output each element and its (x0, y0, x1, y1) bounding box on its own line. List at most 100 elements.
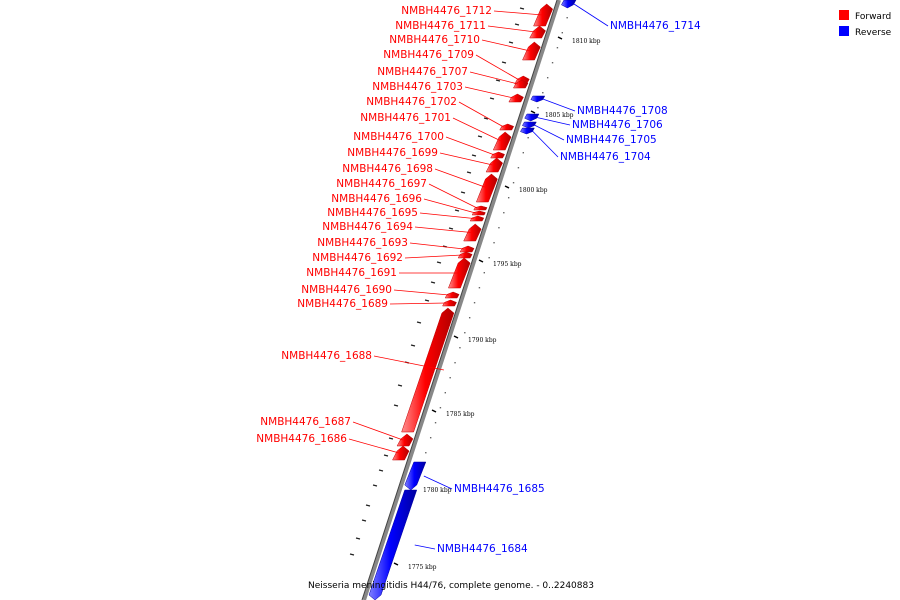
gene-label-NMBH4476_1697[interactable]: NMBH4476_1697 (336, 178, 427, 190)
gene-label-NMBH4476_1692[interactable]: NMBH4476_1692 (312, 252, 403, 264)
gene-arrow-NMBH4476_1705[interactable] (522, 121, 537, 129)
gene-label-NMBH4476_1701[interactable]: NMBH4476_1701 (360, 112, 451, 124)
minor-tick-dot (546, 77, 549, 79)
gene-label-NMBH4476_1710[interactable]: NMBH4476_1710 (389, 34, 480, 46)
gene-arrow-NMBH4476_1697[interactable] (473, 205, 488, 211)
gene-arrow-NMBH4476_1706[interactable] (524, 113, 540, 122)
gene-label-NMBH4476_1714[interactable]: NMBH4476_1714 (610, 20, 701, 32)
gene-arrow-NMBH4476_1688[interactable] (401, 307, 455, 433)
gene-arrow-NMBH4476_1685[interactable] (404, 461, 427, 491)
minor-tick-dash (436, 261, 442, 264)
gene-label-NMBH4476_1711[interactable]: NMBH4476_1711 (395, 20, 486, 32)
tick-label: 1775 kbp (408, 564, 437, 571)
gene-label-NMBH4476_1684[interactable]: NMBH4476_1684 (437, 543, 528, 555)
gene-label-NMBH4476_1700[interactable]: NMBH4476_1700 (353, 131, 444, 143)
minor-tick-dash (514, 23, 520, 26)
gene-arrow-NMBH4476_1704[interactable] (520, 127, 535, 135)
label-leader-line (573, 3, 609, 27)
gene-arrow-NMBH4476_1711[interactable] (529, 25, 546, 39)
gene-arrow-NMBH4476_1700[interactable] (490, 151, 505, 159)
minor-tick-dash (397, 384, 403, 387)
minor-tick-dash (448, 227, 454, 230)
minor-tick-dash (477, 135, 483, 138)
gene-arrow-NMBH4476_1694[interactable] (463, 223, 482, 242)
gene-label-NMBH4476_1705[interactable]: NMBH4476_1705 (566, 134, 657, 146)
minor-tick-dot (512, 182, 515, 184)
major-tick (530, 110, 536, 114)
minor-tick-dash (378, 469, 384, 472)
genome-caption: Neisseria meningitidis H44/76, complete … (308, 581, 594, 591)
minor-tick-dot (556, 47, 559, 49)
minor-tick-dot (566, 17, 568, 19)
label-leader-line (532, 130, 559, 158)
gene-label-NMBH4476_1706[interactable]: NMBH4476_1706 (572, 119, 663, 131)
gene-label-NMBH4476_1698[interactable]: NMBH4476_1698 (342, 163, 433, 175)
gene-arrow-NMBH4476_1687[interactable] (396, 433, 414, 447)
label-leader-line (534, 124, 565, 141)
gene-arrow-NMBH4476_1708[interactable] (530, 95, 546, 103)
gene-label-NMBH4476_1704[interactable]: NMBH4476_1704 (560, 151, 651, 163)
backbone (361, 0, 561, 600)
gene-label-NMBH4476_1691[interactable]: NMBH4476_1691 (306, 267, 397, 279)
minor-tick-dash (508, 41, 514, 44)
gene-arrow-NMBH4476_1707[interactable] (512, 79, 529, 89)
gene-arrow-NMBH4476_1710[interactable] (522, 41, 541, 61)
gene-label-NMBH4476_1689[interactable]: NMBH4476_1689 (297, 298, 388, 310)
minor-tick-dash (460, 191, 466, 194)
gene-label-NMBH4476_1688[interactable]: NMBH4476_1688 (281, 350, 372, 362)
gene-label-NMBH4476_1707[interactable]: NMBH4476_1707 (377, 66, 468, 78)
minor-tick-dash (349, 553, 355, 556)
gene-label-NMBH4476_1687[interactable]: NMBH4476_1687 (260, 416, 351, 428)
label-leader-line (475, 54, 520, 81)
minor-tick-dot (454, 362, 456, 364)
label-leader-line (445, 136, 495, 156)
minor-tick-dash (424, 299, 430, 302)
minor-tick-dash (410, 344, 416, 347)
major-ticks: 1775 kbp 1780 kbp 1785 kbp 1790 kbp 1795 kbp… (349, 7, 601, 571)
gene-arrow-NMBH4476_1690[interactable] (444, 291, 460, 299)
minor-tick-dash (416, 321, 422, 324)
minor-tick-dot (444, 392, 446, 394)
gene-arrow-NMBH4476_1699[interactable] (485, 157, 503, 173)
major-tick (557, 36, 563, 40)
gene-arrow-NMBH4476_1701[interactable] (492, 131, 512, 151)
minor-tick-dot (507, 197, 510, 199)
minor-tick-dot (517, 167, 520, 169)
label-leader-line (389, 302, 447, 305)
gene-arrow-NMBH4476_1702[interactable] (499, 123, 515, 131)
gene-arrow-NMBH4476_1689[interactable] (442, 299, 457, 307)
gene-label-NMBH4476_1690[interactable]: NMBH4476_1690 (301, 284, 392, 296)
minor-tick-dash (519, 7, 525, 10)
minor-tick-dot (488, 257, 490, 259)
label-leader-line (428, 183, 478, 209)
gene-label-NMBH4476_1686[interactable]: NMBH4476_1686 (256, 433, 347, 445)
gene-label-NMBH4476_1696[interactable]: NMBH4476_1696 (331, 193, 422, 205)
legend-reverse-label: Reverse (855, 28, 892, 38)
minor-tick-dash (393, 404, 399, 407)
gene-arrow-NMBH4476_1703[interactable] (508, 93, 524, 103)
gene-label-NMBH4476_1708[interactable]: NMBH4476_1708 (577, 105, 668, 117)
gene-label-NMBH4476_1695[interactable]: NMBH4476_1695 (327, 207, 418, 219)
label-leader-line (352, 421, 404, 441)
gene-label-NMBH4476_1693[interactable]: NMBH4476_1693 (317, 237, 408, 249)
gene-label-NMBH4476_1699[interactable]: NMBH4476_1699 (347, 147, 438, 159)
gene-arrow-NMBH4476_1695[interactable] (469, 215, 485, 222)
gene-arrow-NMBH4476_1714[interactable] (561, 0, 577, 9)
minor-tick-dot (473, 302, 476, 304)
label-leader-line (439, 152, 493, 166)
gene-arrow-NMBH4476_1684[interactable] (368, 489, 418, 600)
gene-arrow-NMBH4476_1686[interactable] (392, 445, 410, 461)
gene-label-NMBH4476_1709[interactable]: NMBH4476_1709 (383, 49, 474, 61)
tick-label: 1795 kbp (493, 261, 522, 268)
gene-label-NMBH4476_1694[interactable]: NMBH4476_1694 (322, 221, 413, 233)
gene-label-NMBH4476_1702[interactable]: NMBH4476_1702 (366, 96, 457, 108)
label-leader-line (404, 254, 463, 259)
minor-tick-dash (489, 97, 495, 100)
label-leader-line (542, 98, 576, 112)
gene-label-NMBH4476_1685[interactable]: NMBH4476_1685 (454, 483, 545, 495)
gene-label-NMBH4476_1712[interactable]: NMBH4476_1712 (401, 5, 492, 17)
gene-label-NMBH4476_1703[interactable]: NMBH4476_1703 (372, 81, 463, 93)
minor-tick-dot (498, 227, 500, 229)
minor-tick-dot (483, 272, 485, 274)
minor-tick-dot (561, 32, 563, 34)
